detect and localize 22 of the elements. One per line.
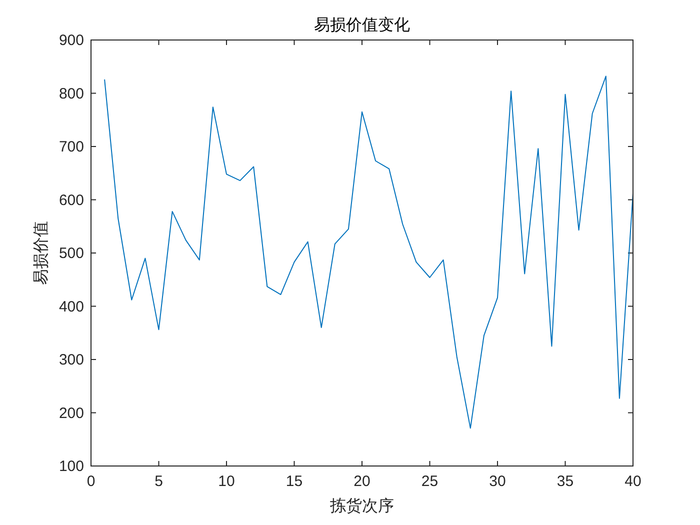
y-tick-label: 700 — [58, 138, 84, 156]
y-tick-label: 100 — [58, 458, 84, 475]
y-tick-label: 900 — [58, 32, 84, 49]
x-axis-title: 拣货次序 — [329, 497, 394, 515]
chart-title: 易损价值变化 — [314, 16, 410, 34]
y-tick-label: 300 — [58, 352, 84, 368]
x-tick-label: 20 — [354, 473, 370, 490]
x-tick-label: 10 — [218, 473, 235, 490]
y-axis-title: 易损价值 — [33, 221, 50, 285]
x-tick-label: 35 — [556, 473, 574, 490]
x-tick-label: 30 — [489, 473, 506, 490]
x-tick-label: 5 — [154, 473, 163, 490]
y-tick-label: 800 — [58, 85, 84, 102]
y-tick-label: 200 — [58, 404, 84, 422]
y-tick-label: 500 — [58, 245, 84, 262]
x-tick-label: 25 — [421, 473, 438, 490]
y-tick-label: 400 — [58, 298, 84, 316]
x-tick-label: 0 — [86, 473, 96, 490]
x-tick-label: 15 — [286, 473, 303, 490]
line-series — [104, 76, 634, 429]
x-tick-label: 40 — [624, 473, 642, 490]
y-tick-label: 600 — [58, 192, 84, 209]
